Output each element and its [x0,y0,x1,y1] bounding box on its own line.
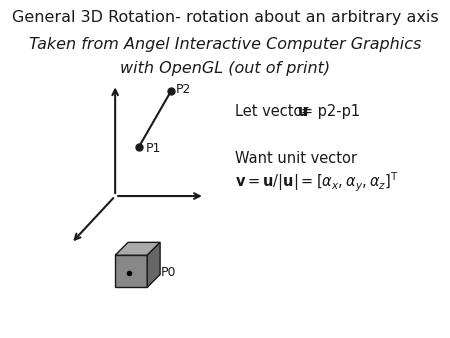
Text: Want unit vector: Want unit vector [235,151,357,166]
Bar [115,255,147,287]
Text: P0: P0 [161,266,176,279]
Text: $\mathbf{v} = \mathbf{u}/|\mathbf{u}| = [\alpha_x,\alpha_y,\alpha_z]^\mathrm{T}$: $\mathbf{v} = \mathbf{u}/|\mathbf{u}| = … [235,171,399,194]
Text: with OpenGL (out of print): with OpenGL (out of print) [120,61,330,76]
Text: Taken from Angel Interactive Computer Graphics: Taken from Angel Interactive Computer Gr… [29,37,421,52]
Text: Let vector: Let vector [235,104,313,119]
Text: P2: P2 [176,83,191,96]
Text: = p2-p1: = p2-p1 [297,104,360,119]
Text: P1: P1 [145,142,161,155]
Polygon shape [147,242,160,287]
Polygon shape [115,242,160,255]
Text: General 3D Rotation- rotation about an arbitrary axis: General 3D Rotation- rotation about an a… [12,10,438,25]
Text: u: u [297,104,308,119]
